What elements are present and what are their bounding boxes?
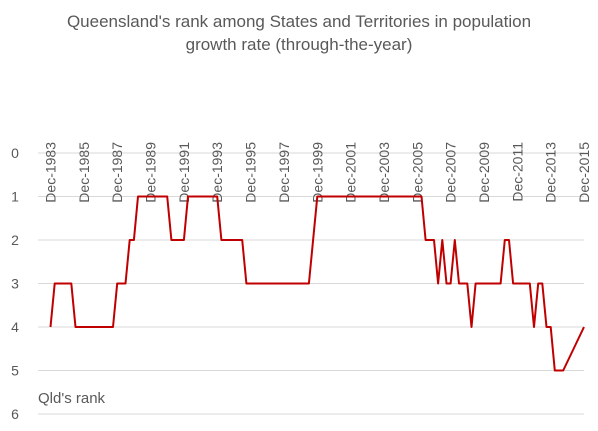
x-tick-label: Dec-1993: [209, 142, 225, 203]
x-tick-labels: Dec-1983 Dec-1985 Dec-1987 Dec-1989 Dec-1991…: [43, 142, 592, 203]
x-tick-label: Dec-2001: [343, 142, 359, 203]
series-lines: [49, 195, 585, 372]
x-tick-label: Dec-1985: [76, 142, 92, 203]
chart-title-line-1: Queensland's rank among States and Terri…: [66, 12, 532, 31]
x-tick-label: Dec-1983: [43, 142, 59, 203]
y-tick-label: 4: [11, 319, 19, 335]
x-tick-label: Dec-2003: [376, 142, 392, 203]
x-tick-label: Dec-2005: [409, 142, 425, 203]
x-tick-label: Dec-1989: [143, 142, 159, 203]
y-tick-label: 0: [11, 145, 19, 161]
y-tick-label: 6: [11, 406, 19, 422]
x-tick-label: Dec-2007: [443, 142, 459, 203]
x-tick-label: Dec-2013: [543, 142, 559, 203]
x-tick-label: Dec-2011: [509, 142, 525, 202]
y-tick-label: 2: [11, 232, 19, 248]
x-tick-label: Dec-1991: [176, 142, 192, 203]
x-tick-label: Dec-1997: [276, 142, 292, 203]
x-tick-label: Dec-1987: [109, 142, 125, 203]
y-tick-label: 1: [11, 189, 19, 205]
y-tick-label: 3: [11, 276, 19, 292]
x-tick-label: Dec-1995: [243, 142, 259, 203]
series-line: [49, 195, 585, 372]
y-axis-label: Qld's rank: [38, 390, 106, 407]
chart-title: Queensland's rank among States and Terri…: [0, 10, 598, 56]
x-tick-label: Dec-2009: [476, 142, 492, 203]
y-tick-label: 5: [11, 363, 19, 379]
x-tick-label: Dec-1999: [309, 142, 325, 203]
chart-title-line-2: growth rate (through-the-year): [185, 35, 413, 54]
y-tick-labels: 0 1 2 3 4 5 6: [11, 145, 19, 422]
x-tick-label: Dec-2015: [576, 142, 592, 203]
